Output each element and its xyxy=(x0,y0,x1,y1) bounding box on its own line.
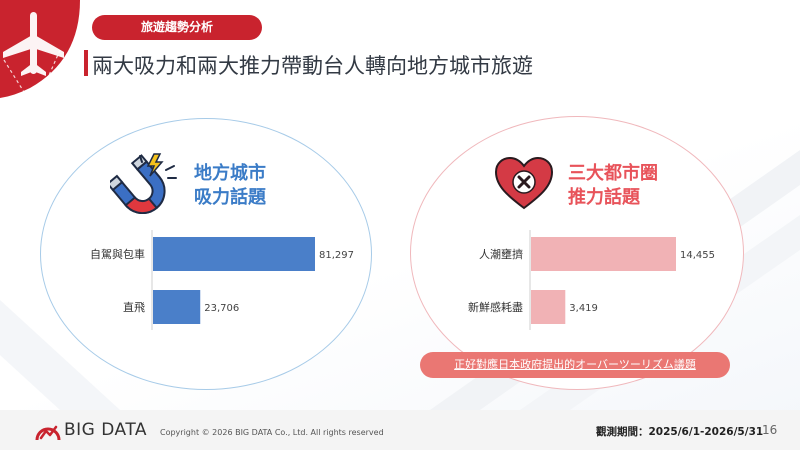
airplane-corner-icon xyxy=(0,0,80,98)
left-heading-line2: 吸力話題 xyxy=(194,187,266,208)
left-category-label-1: 直飛 xyxy=(123,300,145,314)
magnet-icon xyxy=(110,153,177,214)
right-category-label-0: 人潮壅擠 xyxy=(479,247,523,261)
footer xyxy=(0,410,800,450)
big-data-logo-icon xyxy=(35,425,61,441)
page-number: 16 xyxy=(762,423,778,437)
section-tag: 旅遊趨勢分析 xyxy=(92,15,262,40)
right-heading-line2: 推力話題 xyxy=(568,187,640,208)
right-category-label-1: 新鮮感耗盡 xyxy=(468,300,523,314)
left-bar-1 xyxy=(153,290,201,324)
copyright: Copyright © 2026 BIG DATA Co., Ltd. All … xyxy=(160,428,384,437)
left-value-label-1: 23,706 xyxy=(204,303,239,314)
left-heading: 地方城市 吸力話題 xyxy=(194,162,266,210)
brand-logo-text: BIG DATA xyxy=(64,420,148,440)
observation-period: 觀測期間：2025/6/1-2026/5/31 xyxy=(596,426,764,438)
left-heading-line1: 地方城市 xyxy=(194,163,266,184)
page-title: 兩大吸力和兩大推力帶動台人轉向地方城市旅遊 xyxy=(92,54,533,78)
note-text: 正好對應日本政府提出的オーバーツーリズム議題 xyxy=(454,358,696,371)
right-value-label-1: 3,419 xyxy=(569,303,598,314)
right-heading: 三大都市圈 推力話題 xyxy=(568,162,658,210)
title-accent-bar xyxy=(84,50,88,76)
right-bar-0 xyxy=(531,237,676,271)
right-heading-line1: 三大都市圈 xyxy=(568,163,658,184)
right-value-label-0: 14,455 xyxy=(680,250,715,261)
left-bar-0 xyxy=(153,237,315,271)
right-bar-1 xyxy=(531,290,566,324)
left-category-label-0: 自駕與包車 xyxy=(90,247,145,261)
heart-x-icon xyxy=(494,156,554,210)
left-value-label-0: 81,297 xyxy=(319,250,354,261)
overtourism-note: 正好對應日本政府提出的オーバーツーリズム議題 xyxy=(420,352,730,378)
